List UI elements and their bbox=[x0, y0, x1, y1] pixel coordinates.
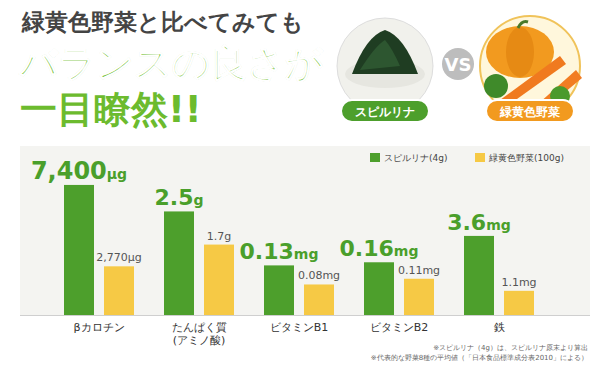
vs-text: VS bbox=[445, 54, 472, 75]
category-label-line: ビタミンB1 bbox=[270, 321, 329, 334]
headline-line2: バランスの良さが bbox=[18, 42, 324, 85]
data-label: 0.08mg bbox=[298, 269, 340, 282]
headline-line1: 緑黄色野菜と比べてみても bbox=[21, 9, 304, 35]
data-label: 0.16mg bbox=[340, 236, 419, 261]
bar bbox=[304, 284, 334, 315]
pumpkin-rib bbox=[506, 27, 534, 77]
data-label-unit: μg bbox=[107, 166, 127, 182]
green-pepper bbox=[484, 74, 508, 98]
legend-swatch bbox=[370, 153, 380, 162]
data-label-unit: g bbox=[193, 192, 203, 208]
data-label-number: 3.6 bbox=[447, 210, 486, 235]
data-label-number: 7,400 bbox=[31, 157, 107, 185]
vegetable-pill bbox=[486, 100, 574, 122]
legend-label: スピルリナ(4g) bbox=[384, 153, 447, 163]
category-label: ビタミンB1 bbox=[270, 321, 329, 334]
category-label-line: βカロチン bbox=[73, 321, 124, 334]
category-label-line: (アミノ酸) bbox=[173, 334, 226, 347]
data-label-number: 0.16 bbox=[340, 236, 394, 261]
bars bbox=[64, 185, 134, 315]
spirulina-powder-shade bbox=[360, 40, 400, 70]
data-label: 7,400μg bbox=[31, 157, 127, 185]
legend-swatch bbox=[475, 153, 485, 162]
baseline bbox=[20, 315, 590, 316]
spirulina-pill bbox=[341, 100, 429, 122]
bar bbox=[104, 266, 134, 315]
legend-label: 緑黄色野菜(100g) bbox=[488, 153, 564, 163]
data-label-unit: mg bbox=[294, 246, 319, 262]
data-label-unit: mg bbox=[486, 217, 511, 233]
bar bbox=[364, 262, 394, 315]
category-label: たんぱく質(アミノ酸) bbox=[172, 321, 227, 347]
category-label-line: 鉄 bbox=[494, 321, 505, 334]
data-label: 3.6mg bbox=[447, 210, 511, 235]
bar bbox=[464, 236, 494, 315]
bar bbox=[164, 211, 194, 315]
data-label: 1.1mg bbox=[501, 276, 536, 289]
data-label-number: 2.5 bbox=[154, 185, 193, 210]
bars bbox=[164, 211, 234, 315]
pumpkin-stem bbox=[518, 22, 528, 28]
data-label: 2,770μg bbox=[96, 251, 141, 264]
data-label-number: 0.13 bbox=[240, 239, 294, 264]
vegetable-label: 緑黄色野菜 bbox=[499, 105, 560, 119]
category-label-line: たんぱく質 bbox=[172, 321, 227, 334]
category-label: ビタミンB2 bbox=[370, 321, 429, 334]
data-label: 0.13mg bbox=[240, 239, 319, 264]
data-label: 0.11mg bbox=[398, 264, 440, 277]
bar bbox=[64, 185, 94, 315]
data-label: 1.7g bbox=[207, 230, 231, 243]
spirulina-label: スピルリナ bbox=[355, 105, 415, 119]
category-label-line: ビタミンB2 bbox=[370, 321, 429, 334]
footnote: ※スピルリナ（4g）は、スピルリナ原末より算出 bbox=[433, 344, 588, 352]
spirulina-powder bbox=[352, 30, 418, 74]
vs-badge bbox=[442, 48, 474, 80]
bar bbox=[204, 245, 234, 315]
data-label: 2.5g bbox=[154, 185, 203, 210]
chart-panel bbox=[20, 146, 590, 315]
data-label-unit: mg bbox=[394, 243, 419, 259]
category-label: βカロチン bbox=[73, 321, 124, 334]
bar bbox=[504, 291, 534, 315]
category-label: 鉄 bbox=[494, 321, 505, 334]
bar bbox=[264, 265, 294, 315]
page: 緑黄色野菜と比べてみてもバランスの良さが一目瞭然!! VS スピルリナ 緑黄色野菜 7,… bbox=[0, 0, 610, 367]
bar bbox=[404, 279, 434, 315]
footnote: ※代表的な野菜8種の平均値（「日本食品標準成分表2010」による） bbox=[371, 354, 588, 362]
headline-line3: 一目瞭然!! bbox=[20, 88, 202, 131]
